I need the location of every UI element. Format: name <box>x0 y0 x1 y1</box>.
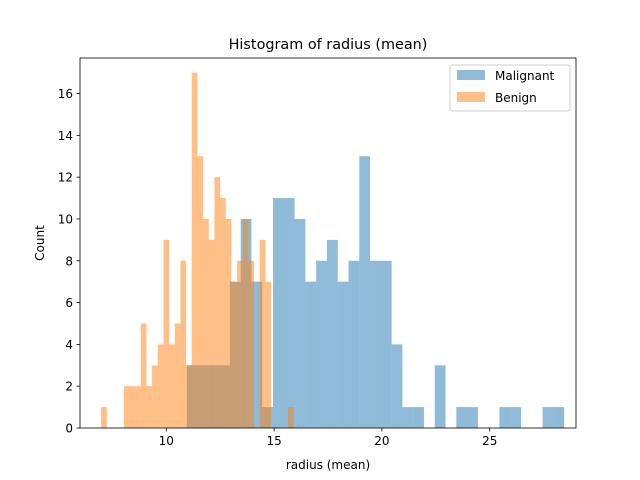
histogram-bar-benign <box>259 239 266 428</box>
y-tick-label: 12 <box>58 171 73 185</box>
histogram-bar-malignant <box>337 281 349 428</box>
histogram-bar-malignant <box>348 260 360 428</box>
histogram-bar-benign <box>169 344 175 428</box>
legend: Malignant Benign <box>449 64 571 112</box>
histogram-bar-benign <box>265 281 272 428</box>
histogram-bar-benign <box>129 386 136 428</box>
y-tick-label: 10 <box>58 212 73 226</box>
y-axis-ticks: 0 2 4 6 8 10 12 14 16 <box>58 87 80 436</box>
y-tick-label: 16 <box>58 87 73 101</box>
histogram-bar-benign <box>248 260 255 428</box>
legend-swatch-malignant <box>457 70 485 80</box>
histogram-bar-benign <box>203 218 209 428</box>
y-axis-label: Count <box>33 225 47 261</box>
histogram-bar-benign <box>146 386 153 428</box>
histogram-bar-malignant <box>499 407 511 428</box>
x-tick-label: 20 <box>374 434 389 448</box>
histogram-bar-malignant <box>316 260 327 428</box>
legend-label-malignant: Malignant <box>495 69 555 83</box>
histogram-bar-benign <box>197 156 204 428</box>
chart-title: Histogram of radius (mean) <box>229 37 428 53</box>
histogram-bar-benign <box>186 365 192 428</box>
histogram-bar-benign <box>174 323 181 428</box>
histogram-bar-benign <box>288 407 294 428</box>
histogram-bar-benign <box>180 260 187 428</box>
histogram-bar-malignant <box>294 218 306 428</box>
x-tick-label: 25 <box>482 434 497 448</box>
histogram-bar-malignant <box>434 365 446 428</box>
x-axis-ticks: 10 15 20 25 <box>159 428 497 448</box>
histogram-bar-malignant <box>456 407 468 428</box>
histogram-bar-malignant <box>542 407 554 428</box>
histogram-bar-benign <box>225 218 232 428</box>
histogram-bar-benign <box>214 177 221 428</box>
histogram-bar-benign <box>123 386 130 428</box>
histogram-bar-benign <box>220 198 226 428</box>
histogram-bar-benign <box>101 407 107 428</box>
y-tick-label: 0 <box>65 422 73 436</box>
y-tick-label: 14 <box>58 129 73 143</box>
histogram-bar-benign <box>208 239 215 428</box>
x-tick-label: 15 <box>266 434 281 448</box>
plot-frame <box>79 57 577 429</box>
y-tick-label: 2 <box>65 380 73 394</box>
histogram-bar-benign <box>242 218 249 428</box>
histogram-bar-malignant <box>359 156 371 428</box>
x-axis-label: radius (mean) <box>286 458 370 472</box>
histogram-bar-benign <box>157 344 164 428</box>
bars-layer <box>101 72 565 429</box>
histogram-bar-malignant <box>283 198 295 428</box>
histogram-bar-benign <box>152 365 158 428</box>
histogram-bar-malignant <box>251 281 263 428</box>
histogram-bar-malignant <box>402 407 414 428</box>
histogram-bar-malignant <box>413 407 424 428</box>
y-tick-label: 4 <box>65 338 73 352</box>
y-tick-label: 6 <box>65 296 73 310</box>
histogram-bar-benign <box>140 323 147 428</box>
legend-label-benign: Benign <box>495 91 537 105</box>
y-tick-label: 8 <box>65 254 73 268</box>
histogram-bar-malignant <box>305 281 317 428</box>
legend-swatch-benign <box>457 92 485 102</box>
histogram-bar-malignant <box>467 407 478 428</box>
histogram-bar-benign <box>231 281 238 428</box>
histogram-bar-benign <box>135 386 141 428</box>
histogram-bar-malignant <box>273 198 284 428</box>
histogram-bar-malignant <box>326 239 338 428</box>
histogram-bar-malignant <box>380 260 392 428</box>
histogram-bar-benign <box>163 239 170 428</box>
histogram-bar-malignant <box>553 407 565 428</box>
histogram-bar-malignant <box>391 344 403 428</box>
histogram-bar-benign <box>191 72 198 429</box>
histogram-bar-malignant <box>370 260 381 428</box>
histogram-bar-malignant <box>510 407 522 428</box>
x-tick-label: 10 <box>159 434 174 448</box>
histogram-bar-benign <box>237 260 243 428</box>
